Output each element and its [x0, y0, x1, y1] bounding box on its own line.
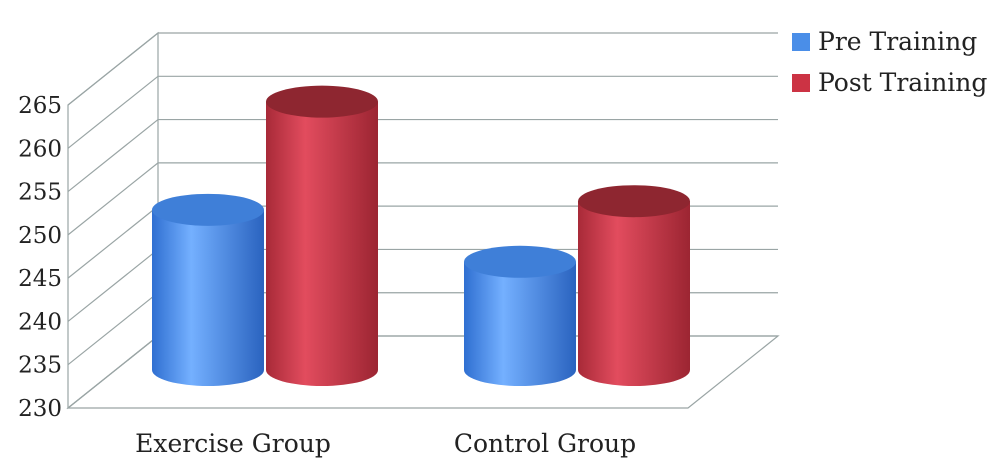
category-labels: Exercise Group Control Group	[135, 429, 636, 458]
y-tick-label: 245	[18, 266, 62, 292]
y-tick-label: 235	[18, 353, 62, 379]
gridline	[67, 75, 778, 149]
bars-layer	[152, 85, 690, 387]
gridline	[67, 32, 778, 106]
x-category-label: Exercise Group	[135, 429, 331, 458]
cylinder-body	[464, 261, 576, 386]
y-tick-label: 265	[18, 93, 62, 119]
legend-label: Pre Training	[818, 27, 977, 56]
cylinder-top	[266, 85, 378, 118]
legend: Pre Training Post Training	[792, 27, 987, 97]
cylinder-top	[152, 193, 264, 226]
y-tick-label: 230	[18, 396, 62, 422]
y-tick-label: 240	[18, 309, 62, 335]
cylinder-body	[266, 101, 378, 387]
legend-label: Post Training	[818, 68, 987, 97]
cylinder-bar	[578, 185, 690, 386]
x-category-label: Control Group	[454, 429, 636, 458]
y-tick-label: 260	[18, 136, 62, 162]
y-tick-label: 255	[18, 180, 62, 206]
side-wall	[67, 31, 159, 410]
y-tick-label: 250	[18, 223, 62, 249]
cylinder-body	[578, 201, 690, 386]
cylinder-top	[578, 185, 690, 218]
cylinder-bar	[464, 245, 576, 386]
cylinder-bar	[266, 85, 378, 387]
legend-swatch	[792, 33, 810, 51]
y-axis-tick-labels: 230 235 240 245 250 255 260 265	[18, 93, 62, 422]
gridline	[67, 162, 778, 236]
cylinder-bar	[152, 193, 264, 386]
legend-swatch	[792, 74, 810, 92]
gridline	[67, 118, 778, 193]
cylinder-top	[464, 245, 576, 278]
cylinder-body	[152, 209, 264, 386]
